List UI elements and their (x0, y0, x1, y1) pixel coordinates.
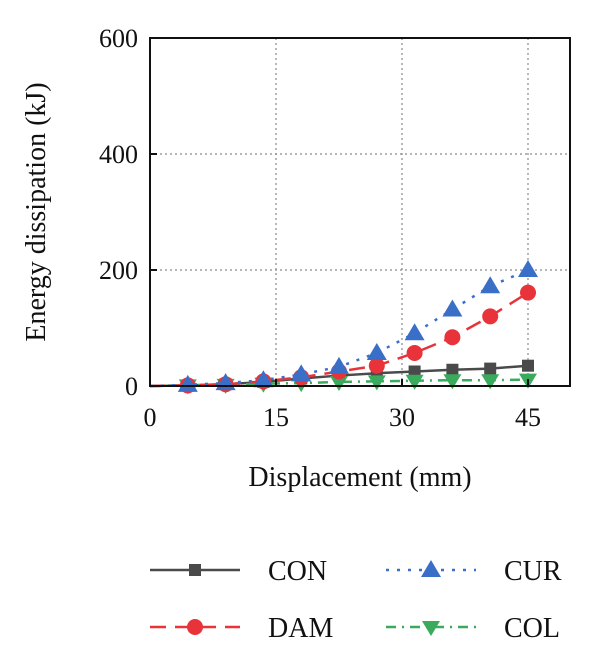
x-tick-label: 15 (263, 403, 289, 432)
series-dam (149, 284, 536, 394)
y-tick-label: 200 (99, 256, 138, 285)
data-point-cur (253, 370, 274, 388)
data-point-cur (518, 260, 538, 277)
legend-item-dam: DAM (150, 613, 333, 644)
data-point-dam (406, 344, 423, 361)
legend-marker-dam (187, 619, 203, 635)
data-point-cur (366, 342, 387, 360)
x-axis-title: Displacement (mm) (248, 462, 471, 493)
legend-label: COL (504, 613, 560, 644)
data-point-dam (368, 357, 385, 374)
data-point-col (443, 374, 462, 390)
grid-lines (150, 38, 570, 386)
y-axis-title: Energy dissipation (kJ) (21, 82, 52, 341)
data-point-cur (404, 323, 425, 341)
data-point-dam (520, 284, 536, 301)
legend-item-col: COL (386, 613, 560, 644)
data-point-con (484, 362, 497, 375)
y-tick-label: 400 (99, 140, 138, 169)
series-cur (149, 260, 538, 392)
data-point-col (330, 375, 348, 391)
legend-item-cur: CUR (386, 556, 562, 587)
legend-marker-col (422, 621, 440, 636)
x-tick-label: 30 (389, 403, 415, 432)
data-point-col (481, 374, 500, 390)
legend-label: CON (268, 556, 327, 587)
series-line-col (149, 378, 529, 388)
y-tick-label: 0 (125, 372, 138, 401)
data-point-cur (329, 356, 349, 374)
legend-marker-con (189, 564, 201, 576)
data-series (149, 260, 538, 395)
data-point-con (446, 363, 459, 376)
x-tick-label: 45 (515, 403, 541, 432)
legend-item-con: CON (150, 556, 327, 587)
data-point-con (522, 359, 534, 372)
legend-marker-cur (421, 560, 441, 577)
legend: CON CUR DAM COL (150, 556, 562, 644)
data-point-cur (442, 299, 463, 317)
data-point-dam (444, 329, 461, 346)
data-point-col (405, 374, 424, 390)
data-point-cur (177, 374, 198, 392)
legend-label: DAM (268, 613, 333, 644)
data-point-col (367, 375, 386, 391)
legend-label: CUR (504, 556, 562, 587)
data-point-cur (291, 364, 312, 382)
data-point-dam (482, 308, 499, 325)
x-tick-label: 0 (144, 403, 157, 432)
data-point-con (408, 365, 421, 378)
series-line-cur (149, 268, 529, 388)
data-point-cur (480, 276, 501, 294)
axis-ticks: 0 15 30 45 0 200 400 600 (99, 24, 541, 432)
plot-frame (149, 37, 571, 387)
y-tick-label: 600 (99, 24, 138, 53)
